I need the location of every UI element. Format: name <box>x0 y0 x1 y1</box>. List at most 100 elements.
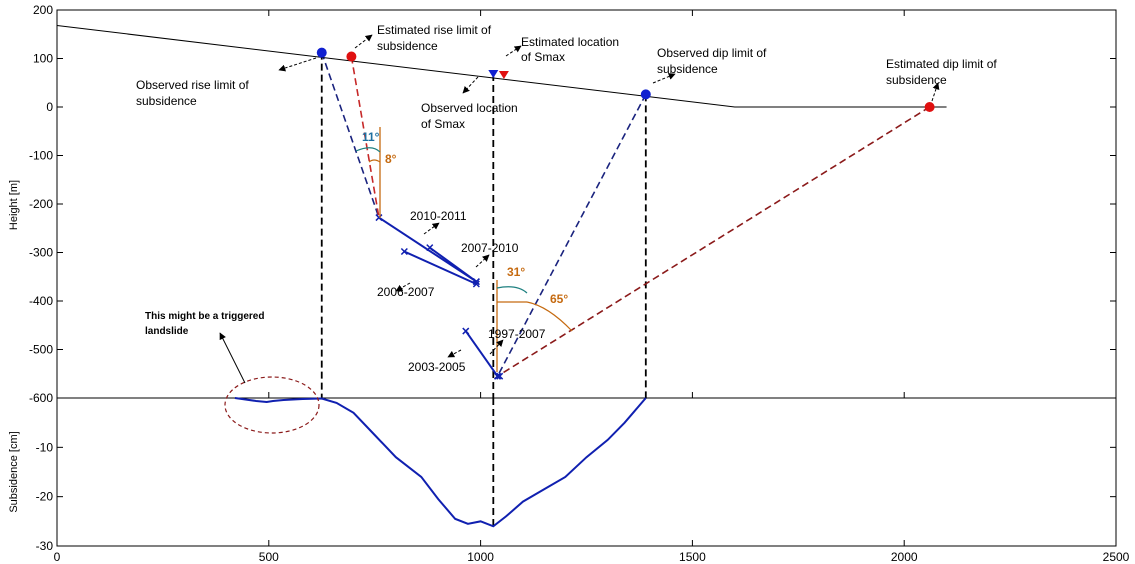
label-obs-rise-limit: Observed rise limit of subsidence <box>136 78 252 108</box>
arrow-landslide <box>219 332 246 384</box>
y-tick-label: -100 <box>29 149 53 163</box>
label-obs-smax-line2: of Smax <box>421 117 465 131</box>
y-tick-label: -500 <box>29 343 53 357</box>
label-est-dip-line2: subsidence <box>886 73 947 87</box>
source-marker <box>462 327 470 335</box>
label-est-rise-limit: Estimated rise limit of subsidence <box>377 23 494 53</box>
arc-11 <box>355 147 381 153</box>
label-est-dip-limit: Estimated dip limit of subsidence <box>886 57 1000 87</box>
label-est-dip-line1: Estimated dip limit of <box>886 57 997 71</box>
vertical-guides <box>320 52 647 527</box>
label-obs-rise-line2: subsidence <box>136 94 197 108</box>
arc-8 <box>368 159 381 163</box>
source-segment <box>429 246 477 283</box>
y-tick-label: -600 <box>29 391 53 405</box>
source-segment <box>464 330 499 377</box>
label-est-rise-line1: Estimated rise limit of <box>377 23 492 37</box>
y-tick-label: 0 <box>46 100 53 114</box>
label-2006-2007: 2006-2007 <box>377 285 435 299</box>
arrow-obs-smax <box>462 76 479 94</box>
plot-frame <box>56 9 1117 547</box>
arc-65 <box>526 301 573 332</box>
label-est-smax-line1: Estimated location <box>521 35 619 49</box>
y-tick-label: -400 <box>29 294 53 308</box>
source-marker <box>426 244 434 252</box>
limit-marker <box>346 51 357 62</box>
label-obs-smax: Observed location of Smax <box>421 101 521 131</box>
arrow-2010-2011 <box>423 222 440 235</box>
angle-label-8: 8° <box>385 152 397 166</box>
arrow-1997-2007 <box>489 339 504 355</box>
source-marker <box>472 280 480 288</box>
projection-lines <box>320 52 931 377</box>
arrow-est-rise <box>354 34 373 49</box>
arrow-2007-2010 <box>475 254 490 268</box>
projection-line <box>496 94 647 377</box>
annotation-arrows <box>219 34 940 384</box>
axis-ticks: 0 500 1000 1500 2000 25002001000-100-200-300-… <box>29 3 1130 564</box>
projection-line <box>320 52 380 218</box>
arc-31 <box>496 286 528 294</box>
label-obs-smax-line1: Observed location <box>421 101 518 115</box>
arrow-obs-dip <box>652 73 676 84</box>
x-tick-label: 0 <box>54 550 61 564</box>
y-tick-label: -200 <box>29 197 53 211</box>
label-1997-2007: 1997-2007 <box>488 327 546 341</box>
seismic-sources <box>375 214 504 380</box>
projection-line <box>350 56 380 218</box>
angle-label-11: 11° <box>362 130 380 144</box>
ground-surface-line <box>56 25 947 108</box>
source-marker <box>400 247 408 256</box>
label-obs-dip-limit: Observed dip limit of subsidence <box>657 46 770 76</box>
x-tick-label: 1500 <box>679 550 706 564</box>
label-landslide: This might be a triggered landslide <box>145 311 267 337</box>
x-tick-label: 2500 <box>1103 550 1130 564</box>
smax-marker <box>488 70 499 79</box>
label-obs-dip-line2: subsidence <box>657 62 718 76</box>
y-tick-label-sub: -20 <box>36 490 54 504</box>
label-landslide-line1: This might be a triggered <box>145 311 264 322</box>
smax-marker <box>498 70 509 79</box>
subsidence-curve <box>234 397 647 528</box>
y-tick-label: 100 <box>33 52 53 66</box>
y-axis-label-height: Height [m] <box>8 180 20 230</box>
label-2010-2011: 2010-2011 <box>410 209 467 223</box>
arrow-obs-rise <box>278 57 317 72</box>
arrow-2006-2007 <box>395 282 411 292</box>
y-tick-label-sub: -10 <box>36 440 54 454</box>
x-tick-label: 2000 <box>891 550 918 564</box>
y-tick-label-sub: -30 <box>36 539 54 553</box>
limit-marker <box>924 102 935 112</box>
y-axis-label-subsidence: Subsidence [cm] <box>8 431 20 512</box>
label-est-smax-line2: of Smax <box>521 50 565 64</box>
source-marker <box>375 214 383 222</box>
label-2003-2005: 2003-2005 <box>408 360 466 374</box>
source-marker <box>496 372 504 380</box>
landslide-ellipse <box>224 376 320 434</box>
label-2007-2010: 2007-2010 <box>461 241 519 255</box>
angle-construction <box>355 127 573 372</box>
arrow-est-dip <box>931 82 940 102</box>
source-marker <box>494 372 502 380</box>
source-segment <box>403 250 477 285</box>
limit-markers <box>316 47 935 112</box>
y-tick-label: 200 <box>33 3 53 17</box>
label-landslide-line2: landslide <box>145 326 189 337</box>
y-tick-label: -300 <box>29 246 53 260</box>
x-tick-label: 1000 <box>467 550 494 564</box>
x-tick-label: 500 <box>259 550 279 564</box>
angle-label-65: 65° <box>550 292 568 306</box>
projection-line <box>497 106 931 377</box>
arrow-est-smax <box>505 45 522 57</box>
limit-marker <box>640 89 651 100</box>
label-obs-rise-line1: Observed rise limit of <box>136 78 249 92</box>
ground-surface <box>56 25 947 108</box>
label-obs-dip-line1: Observed dip limit of <box>657 46 767 60</box>
angle-label-31: 31° <box>507 265 525 279</box>
subsidence-curve-group <box>234 397 647 528</box>
arrow-2003-2005 <box>447 349 462 358</box>
label-est-smax: Estimated location of Smax <box>521 35 622 64</box>
label-est-rise-line2: subsidence <box>377 39 438 53</box>
limit-marker <box>316 47 327 58</box>
